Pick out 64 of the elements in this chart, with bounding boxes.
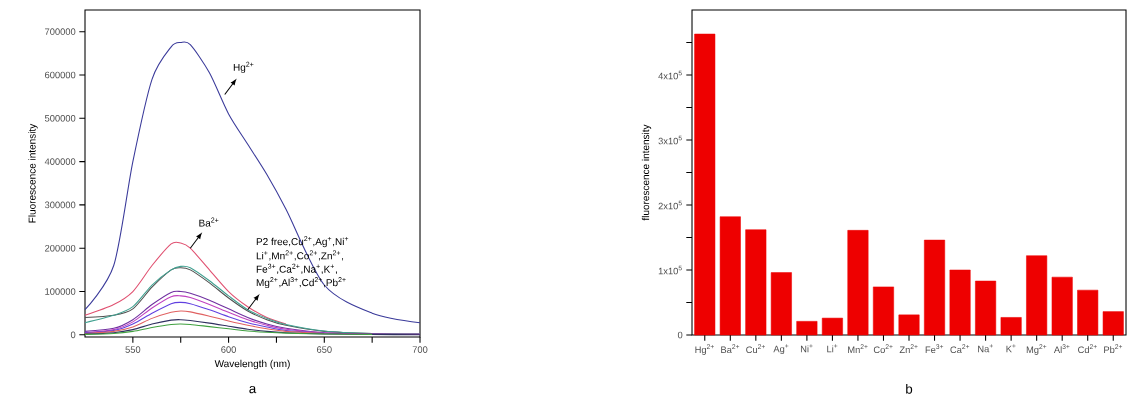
y-axis-title: Fluorescence intensity [28,123,38,223]
bar [949,269,971,336]
bar [1102,311,1124,336]
bar [796,321,818,336]
y-tick-label: 0 [70,331,76,339]
x-tick-label: Hg$^{2+}$ [695,344,714,355]
text: a [249,385,257,394]
bar [1051,276,1073,336]
x-tick-label: Mg$^{2+}$ [1026,344,1047,355]
line-series [84,41,421,324]
y-axis-title: fluorescence intensity [641,124,652,221]
x-tick-label: Cu$^{2+}$ [746,344,765,354]
bar [1026,255,1048,336]
x-tick-label: Na$^{+}$ [978,344,993,353]
x-axis-title: Wavelength (nm) [214,359,290,370]
x-tick-label: Fe$^{3+}$ [925,344,944,354]
line-series [84,323,373,335]
bar [873,286,894,336]
text: b [906,383,913,394]
y-tick-label: 4x10$^{5}$ [658,70,682,80]
bar [975,280,997,336]
x-tick-label: Ba$^{2+}$ [721,344,740,354]
y-tick-label: 0 [677,331,683,339]
x-tick-label: Li$^{+}$ [827,344,838,353]
annotation: Hg$^{2+}$ [233,61,254,73]
y-tick-label: 200000 [45,244,76,252]
bar [770,272,792,336]
y-tick-label: 100000 [45,288,76,295]
bar [694,33,716,336]
annotation: Mg$^{2+}$,Al$^{3+}$,Cd$^{2+}$,Pb$^{2+}$ [256,277,346,289]
line-series [84,301,325,334]
bar [924,239,946,336]
bar [1077,289,1099,336]
y-tick-label: 300000 [44,201,76,209]
bar [898,314,920,336]
x-tick-label: 600 [221,346,236,353]
annotation: Ba$^{2+}$ [199,217,219,227]
y-tick-label: 500000 [44,114,76,122]
y-tick-label: 700000 [45,28,76,35]
x-tick-label: Pb$^{2+}$ [1104,344,1123,354]
annotation: P2 free,Cu$^{2+}$,Ag$^{+}$,Ni$^{+}$ [256,236,349,248]
y-tick-label: 1x10$^{5}$ [658,265,682,275]
x-tick-label: Ag$^{+}$ [773,344,789,355]
y-tick-label: 400000 [44,158,76,165]
bar [719,216,741,336]
x-tick-label: 550 [125,346,141,353]
x-tick-label: K$^{+}$ [1006,344,1016,353]
x-tick-label: Al$^{3+}$ [1053,344,1070,353]
bar [847,230,869,336]
bar [745,229,767,336]
x-tick-label: 650 [316,346,332,353]
x-tick-label: Zn$^{2+}$ [899,344,918,353]
text: Li$^{+}$,Mn$^{2+}$,Co$^{2+}$,Zn$^{2+}$, [256,250,344,261]
x-tick-label: Co$^{2+}$ [873,344,893,354]
x-tick-label: Ni$^{+}$ [800,344,813,353]
x-tick-label: Cd$^{2+}$ [1078,344,1097,354]
bar [821,317,843,336]
y-tick-label: 3x10$^{5}$ [658,135,682,145]
y-tick-label: 600000 [45,71,76,79]
x-tick-label: 700 [412,346,428,353]
y-tick-label: 2x10$^{5}$ [658,200,682,210]
x-tick-label: Mn$^{2+}$ [848,344,868,353]
x-tick-label: Ca$^{2+}$ [950,344,970,354]
bar [1000,317,1022,336]
